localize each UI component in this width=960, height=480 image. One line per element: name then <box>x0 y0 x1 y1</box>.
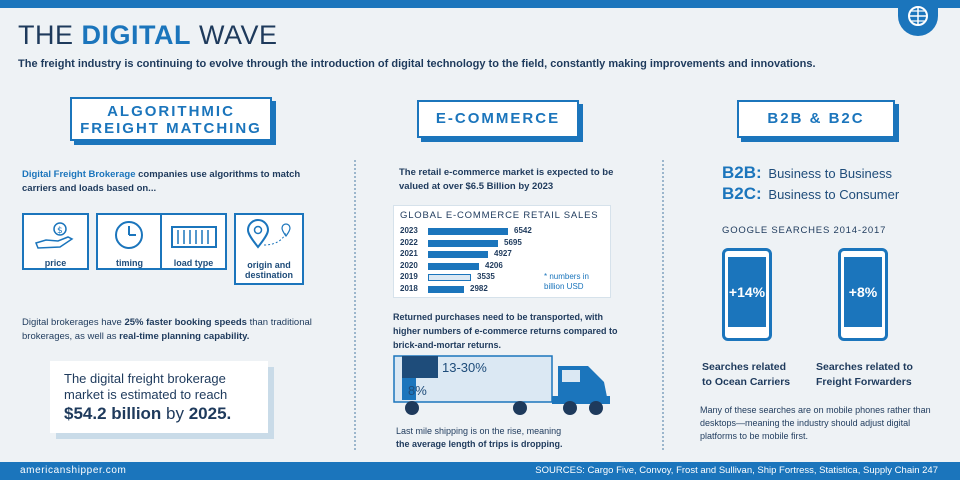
afm-intro: Digital Freight Brokerage companies use … <box>22 169 301 194</box>
page-subtitle: The freight industry is continuing to ev… <box>18 58 816 70</box>
b2c-definition: B2C: Business to Consumer <box>722 184 900 203</box>
chart-bar <box>428 251 488 258</box>
footer-site-link[interactable]: americanshipper.com <box>20 465 127 476</box>
callout-line: The digital freight brokerage <box>64 371 226 386</box>
logo-badge <box>898 0 938 36</box>
ecom-intro: The retail e-commerce market is expected… <box>399 167 614 192</box>
chart-category-label: 2018 <box>400 283 418 293</box>
chart-category-label: 2022 <box>400 237 418 247</box>
phone-ocean-carriers: +14% <box>722 248 772 341</box>
icon-label: origin and destination <box>244 260 293 280</box>
chart-value-label: 4206 <box>485 260 503 270</box>
chart-value-label: 2982 <box>470 283 488 293</box>
section-heading-b2b: B2B & B2C <box>737 100 895 138</box>
truck-icon <box>393 355 610 415</box>
chart-bar <box>428 228 508 235</box>
page-title: THE DIGITAL WAVE <box>18 20 278 50</box>
container-icon <box>171 226 217 248</box>
afm-stat-text: Digital brokerages have 25% faster booki… <box>22 317 312 342</box>
truck-stat-bottom: 8% <box>408 383 427 398</box>
column-divider <box>662 160 664 450</box>
callout-line: market is estimated to reach <box>64 387 228 402</box>
market-callout: The digital freight brokerage market is … <box>50 361 268 433</box>
mobile-note: Many of these searches are on mobile pho… <box>700 405 931 441</box>
hand-coin-icon: $ <box>34 222 74 249</box>
icon-label: price <box>44 258 67 268</box>
section-heading-afm: ALGORITHMIC FREIGHT MATCHING <box>70 97 272 141</box>
icon-label: timing <box>116 258 143 268</box>
chart-bar <box>428 274 471 281</box>
truck-graphic: 13-30% 8% <box>392 352 617 422</box>
chart-value-label: 5695 <box>504 237 522 247</box>
footer: americanshipper.com SOURCES: Cargo Five,… <box>0 462 960 480</box>
chart-category-label: 2019 <box>400 272 418 281</box>
icon-label: load type <box>173 258 214 268</box>
phone1-caption: Searches related to Ocean Carriers <box>702 361 791 388</box>
clock-icon <box>115 221 143 249</box>
map-pin-icon <box>246 219 291 249</box>
chart-category-label: 2023 <box>400 226 418 235</box>
searches-title: GOOGLE SEARCHES 2014-2017 <box>722 225 887 236</box>
phone2-caption: Searches related to Freight Forwarders <box>816 361 913 388</box>
chart-category-label: 2021 <box>400 249 418 258</box>
icon-card-price: $ price <box>22 213 89 270</box>
icon-card-load-type: load type <box>160 213 227 270</box>
callout-amount: $54.2 billion by 2025. <box>64 404 232 423</box>
ecommerce-chart: GLOBAL E-COMMERCE RETAIL SALES 2023 6542 2… <box>393 205 611 298</box>
chart-bar <box>428 262 479 270</box>
svg-text:$: $ <box>57 226 63 236</box>
icon-card-timing: timing <box>96 213 163 270</box>
last-mile-text: Last mile shipping is on the rise, meani… <box>396 426 563 449</box>
chart-bar <box>428 285 464 293</box>
column-divider <box>354 160 356 450</box>
chart-value-label: 4927 <box>494 249 512 258</box>
phone-stat: +14% <box>728 257 766 327</box>
top-accent-bar <box>0 0 960 8</box>
phone-freight-forwarders: +8% <box>838 248 888 341</box>
chart-category-label: 2020 <box>400 260 418 270</box>
footer-sources: SOURCES: Cargo Five, Convoy, Frost and S… <box>535 465 938 476</box>
b2b-definition: B2B: Business to Business <box>722 163 892 182</box>
chart-note: * numbers in billion USD <box>544 272 589 291</box>
chart-title: GLOBAL E-COMMERCE RETAIL SALES <box>400 210 599 221</box>
chart-value-label: 6542 <box>514 226 532 235</box>
chart-bar <box>428 239 498 247</box>
globe-icon <box>908 6 928 26</box>
section-heading-ecommerce: E-COMMERCE <box>417 100 579 138</box>
truck-stat-top: 13-30% <box>442 360 487 375</box>
icon-card-origin: origin and destination <box>234 213 304 285</box>
returns-text: Returned purchases need to be transporte… <box>393 312 618 350</box>
chart-value-label: 3535 <box>477 272 495 281</box>
phone-stat: +8% <box>844 257 882 327</box>
